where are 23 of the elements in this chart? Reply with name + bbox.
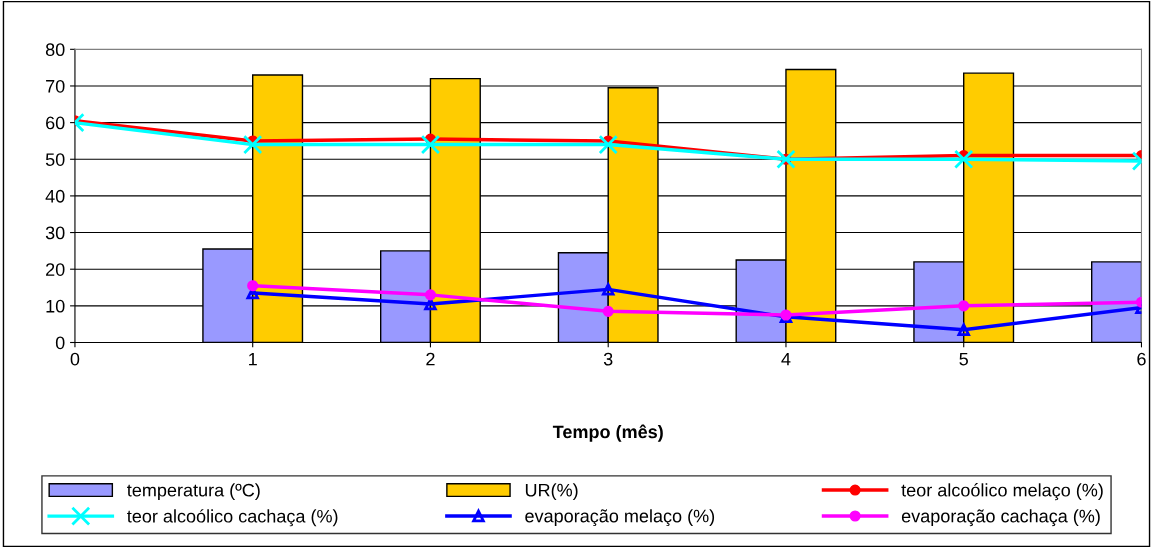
- y-tick-label: 70: [46, 79, 65, 93]
- y-tick-label: 40: [45, 189, 65, 203]
- y-tick-label: 80: [45, 43, 65, 57]
- x-tick-label: 2: [426, 352, 435, 366]
- legend-label: teor alcoólico melaço (%): [901, 483, 1103, 501]
- x-tick-label: 0: [70, 352, 80, 366]
- y-tick-label: 50: [45, 153, 65, 166]
- legend-label: UR(%): [525, 483, 578, 501]
- legend-label: temperatura (ºC): [127, 483, 260, 501]
- y-tick-label: 30: [45, 226, 65, 240]
- x-tick-label: 1: [249, 352, 257, 366]
- legend-label: evaporação cachaça (%): [901, 509, 1100, 527]
- y-tick-label: 60: [46, 116, 65, 130]
- legend-label: evaporação melaço (%): [525, 509, 715, 527]
- x-tick-label: 4: [781, 352, 791, 366]
- legend-label: teor alcoólico cachaça (%): [127, 509, 338, 527]
- x-tick-label: 5: [959, 352, 968, 366]
- y-tick-label: 10: [46, 299, 65, 313]
- y-tick-label: 20: [46, 263, 65, 276]
- x-tick-label: 6: [1137, 352, 1146, 366]
- x-axis-title: Tempo (mês): [552, 424, 663, 442]
- x-tick-label: 3: [603, 352, 613, 366]
- y-tick-label: 0: [55, 336, 65, 350]
